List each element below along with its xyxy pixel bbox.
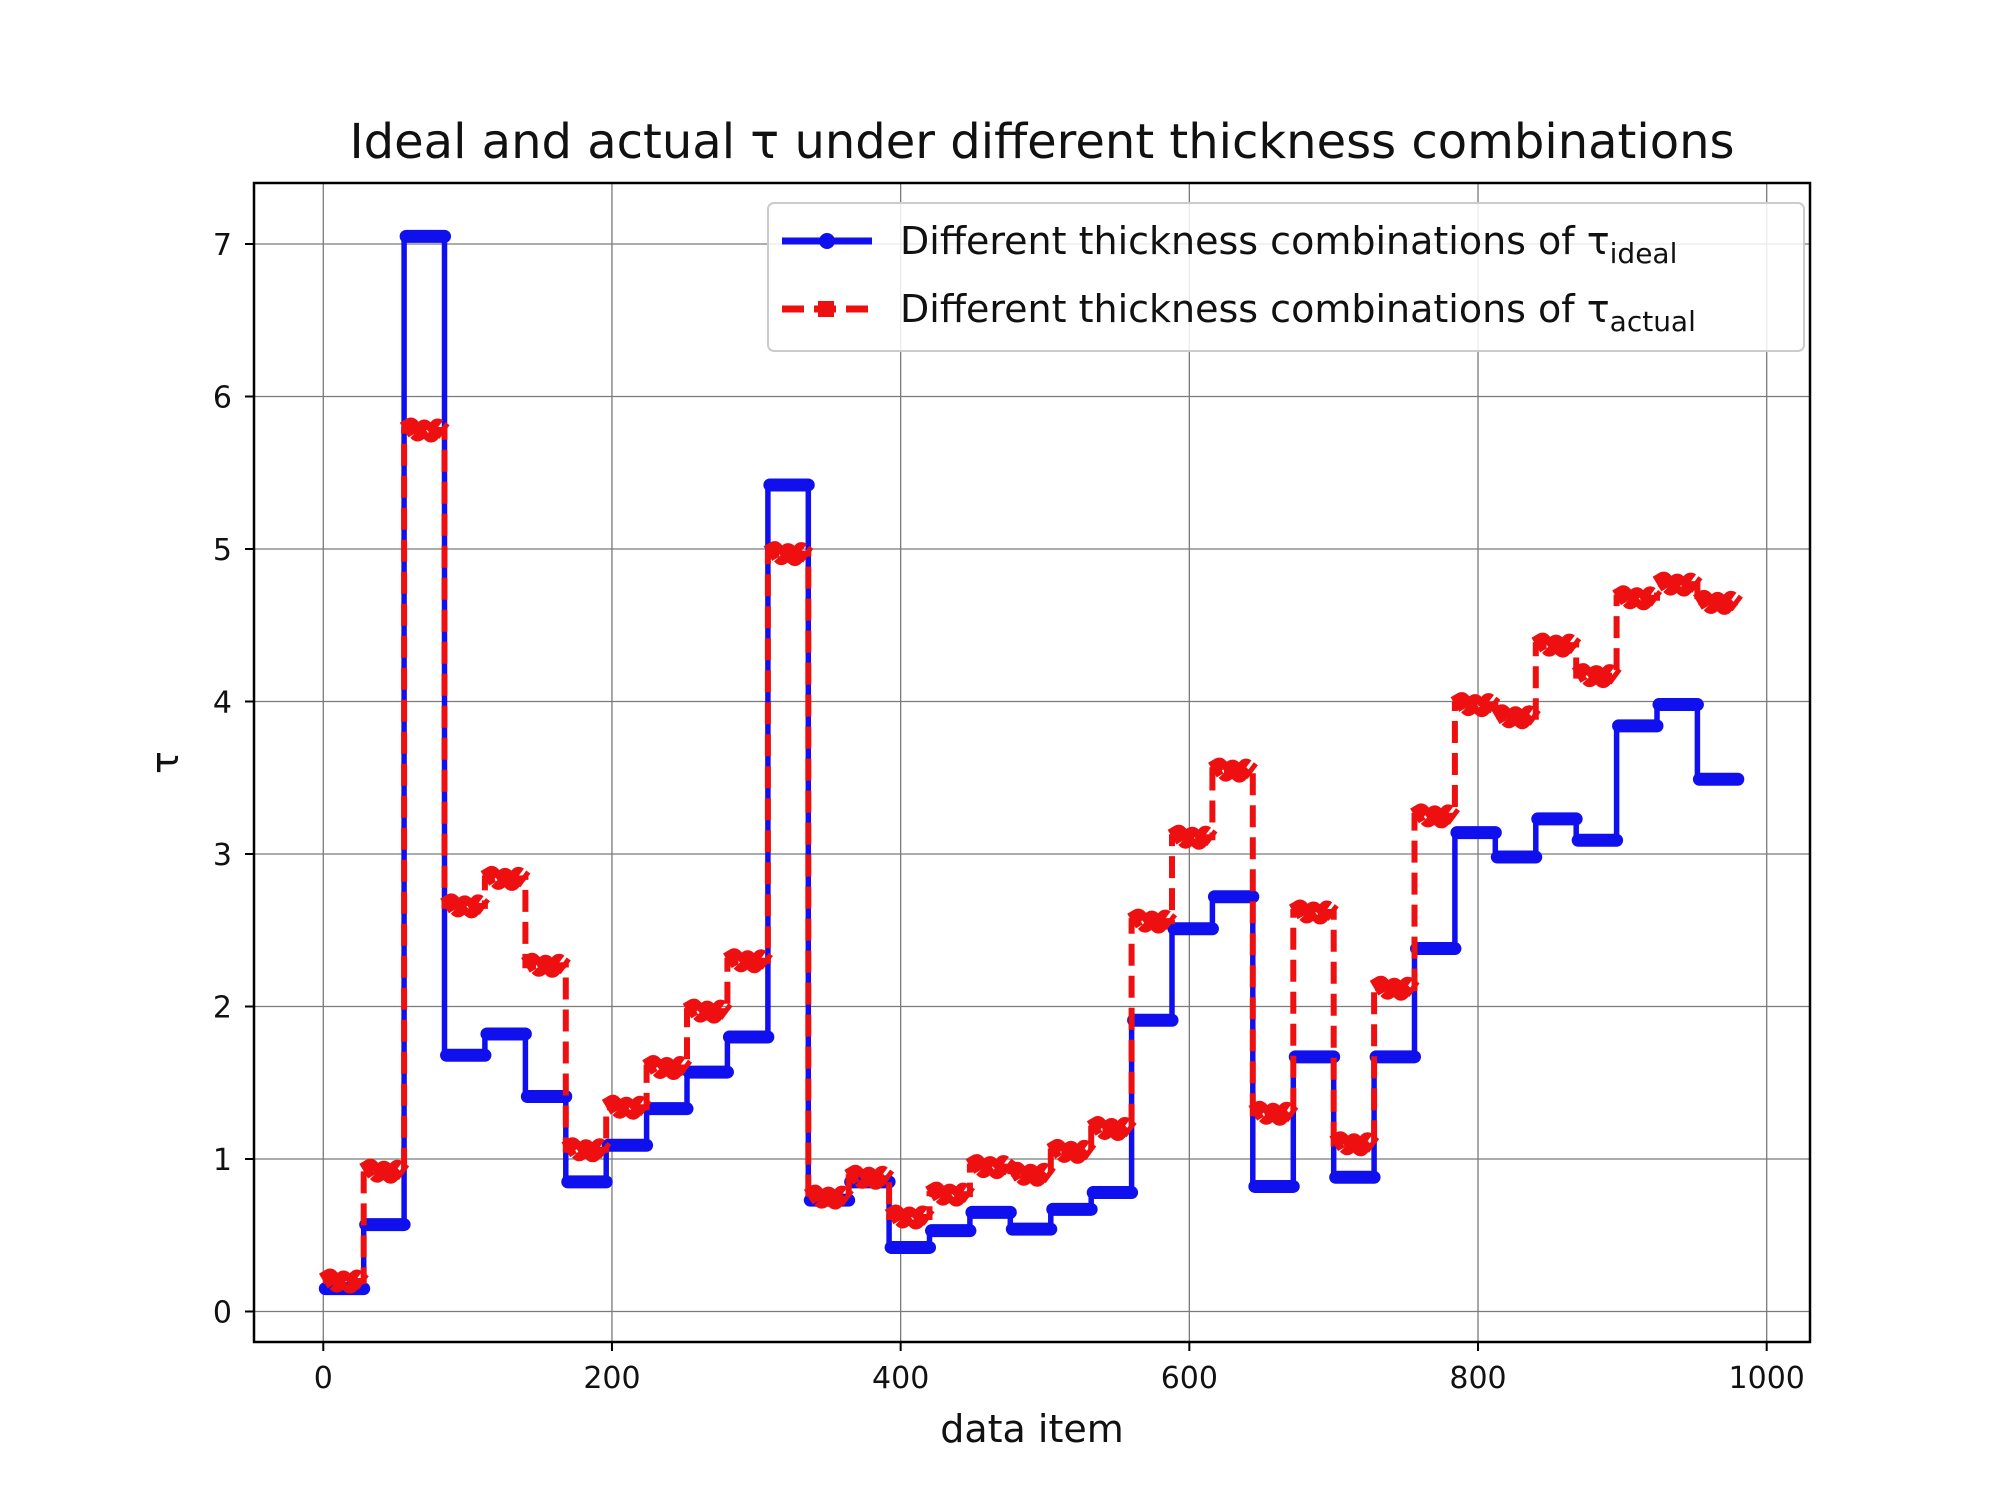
series-step-actual	[601, 1094, 652, 1120]
series-step-actual	[682, 998, 733, 1024]
series-step-actual	[925, 1181, 975, 1207]
y-tick-label: 0	[213, 1296, 232, 1331]
series-step-actual	[1248, 1100, 1299, 1126]
series-step-actual	[1490, 704, 1541, 730]
x-tick-label: 0	[314, 1361, 333, 1396]
y-axis-label: τ	[143, 751, 187, 774]
y-tick-label: 5	[213, 533, 232, 568]
series-step-actual	[1612, 585, 1663, 611]
y-tick-label: 1	[213, 1143, 232, 1178]
legend-label: Different thickness combinations of τide…	[900, 219, 1677, 270]
series-step-actual	[1046, 1138, 1097, 1164]
series-step-actual	[440, 893, 490, 919]
y-tick-label: 4	[213, 686, 232, 721]
plot-frame	[252, 181, 1812, 1344]
series-step-actual	[1369, 975, 1420, 1001]
x-tick-label: 1000	[1729, 1361, 1805, 1396]
legend-label-sub: actual	[1610, 305, 1696, 338]
series-step-actual	[884, 1204, 935, 1230]
x-tick-label: 600	[1161, 1361, 1218, 1396]
series-step-actual	[1531, 632, 1582, 658]
x-tick-label: 400	[872, 1361, 929, 1396]
series-step-actual	[642, 1055, 693, 1080]
series-layer	[318, 229, 1745, 1296]
legend-marker-circle	[819, 233, 835, 249]
series-step-actual	[399, 417, 450, 443]
series-step-actual	[1167, 824, 1218, 850]
x-tick-label: 200	[583, 1361, 640, 1396]
series-step-actual	[1693, 589, 1743, 615]
x-axis-label: data item	[940, 1407, 1124, 1451]
legend-item-ideal: Different thickness combinations of τide…	[782, 219, 1677, 270]
series-step-actual	[480, 865, 531, 891]
legend: Different thickness combinations of τide…	[767, 202, 1805, 352]
legend-label-sub: ideal	[1610, 237, 1678, 270]
legend-item-actual: Different thickness combinations of τact…	[782, 287, 1696, 338]
series-actual	[318, 417, 1743, 1294]
legend-label-main: Different thickness combinations of τ	[900, 219, 1610, 263]
legend-label-main: Different thickness combinations of τ	[900, 287, 1610, 331]
series-ideal	[318, 229, 1745, 1296]
series-step-actual	[1086, 1116, 1137, 1141]
x-tick-label: 800	[1449, 1361, 1506, 1396]
series-step-actual	[803, 1184, 854, 1210]
series-step-actual	[1571, 663, 1622, 689]
series-step-actual	[763, 541, 814, 567]
y-tick-label: 7	[213, 228, 232, 263]
series-line-ideal	[323, 233, 1738, 1292]
series-step-actual	[521, 952, 571, 978]
y-tick-label: 3	[213, 838, 232, 873]
series-step-actual	[1288, 899, 1339, 925]
ticks: 0 200 400 600 800 1000 0 1 2 3 4 5 6 7	[213, 228, 1805, 1396]
series-step-actual	[1410, 803, 1460, 829]
series-step-actual	[1450, 692, 1501, 718]
chart-title: Ideal and actual τ under different thick…	[350, 114, 1735, 170]
y-tick-label: 2	[213, 991, 232, 1026]
series-step-actual	[1005, 1161, 1056, 1187]
series-step-actual	[844, 1164, 895, 1190]
series-step-actual	[359, 1158, 410, 1184]
y-tick-label: 6	[213, 381, 232, 416]
series-step-actual	[965, 1154, 1016, 1180]
legend-marker-square	[818, 301, 834, 317]
series-step-actual	[1329, 1131, 1380, 1157]
series-step-actual	[1208, 757, 1258, 783]
series-step-actual	[1652, 571, 1703, 597]
legend-box	[767, 202, 1805, 352]
series-step-actual	[723, 948, 773, 974]
series-step-actual	[561, 1137, 612, 1163]
legend-label: Different thickness combinations of τact…	[900, 287, 1696, 338]
series-step-actual	[318, 1268, 369, 1294]
series-step-actual	[1127, 908, 1178, 934]
